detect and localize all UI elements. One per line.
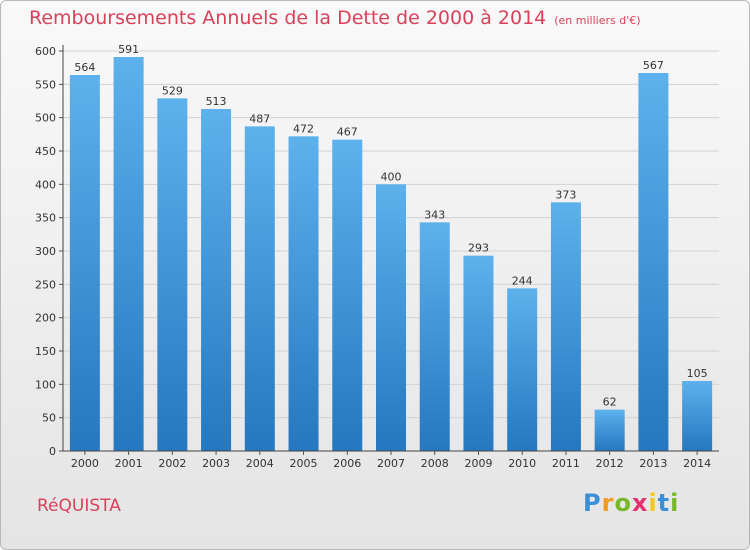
bar-value-label: 591 xyxy=(118,43,139,56)
bar-value-label: 487 xyxy=(249,112,270,125)
y-tick-label: 50 xyxy=(42,412,56,425)
y-tick-label: 400 xyxy=(35,178,56,191)
x-tick-label: 2008 xyxy=(421,457,449,470)
bar-value-label: 244 xyxy=(512,274,533,287)
x-tick-label: 2000 xyxy=(71,457,99,470)
chart-title-block: Remboursements Annuels de la Dette de 20… xyxy=(29,7,641,29)
bar-2007[interactable] xyxy=(376,184,406,452)
y-tick-label: 450 xyxy=(35,145,56,158)
bar-2008[interactable] xyxy=(419,222,450,451)
x-tick-label: 2004 xyxy=(246,457,274,470)
y-tick-label: 150 xyxy=(35,345,56,358)
x-tick-label: 2009 xyxy=(464,457,492,470)
logo-letter: i xyxy=(670,489,680,517)
bar-value-label: 529 xyxy=(162,84,183,97)
bar-value-label: 343 xyxy=(424,208,445,221)
bar-2009[interactable] xyxy=(463,255,494,451)
bar-value-label: 293 xyxy=(468,242,489,255)
bar-2002[interactable] xyxy=(157,98,188,451)
y-tick-label: 200 xyxy=(35,312,56,325)
bar-2004[interactable] xyxy=(244,126,275,451)
x-tick-label: 2011 xyxy=(552,457,580,470)
bar-2012[interactable] xyxy=(594,409,625,451)
y-tick-label: 500 xyxy=(35,112,56,125)
x-tick-label: 2013 xyxy=(639,457,667,470)
bar-2000[interactable] xyxy=(69,75,100,451)
x-tick-label: 2005 xyxy=(290,457,318,470)
y-tick-label: 100 xyxy=(35,378,56,391)
bar-value-label: 513 xyxy=(206,95,227,108)
logo-letter: t xyxy=(657,489,671,517)
bar-value-label: 400 xyxy=(381,170,402,183)
town-name: RéQUISTA xyxy=(37,496,121,516)
bar-value-label: 105 xyxy=(687,367,708,380)
bar-2013[interactable] xyxy=(638,73,669,451)
y-tick-label: 550 xyxy=(35,78,56,91)
y-tick-label: 0 xyxy=(49,445,56,458)
x-tick-label: 2012 xyxy=(596,457,624,470)
bar-value-label: 564 xyxy=(74,61,95,74)
bar-2006[interactable] xyxy=(332,139,363,451)
logo-letter: i xyxy=(648,489,658,517)
bar-2011[interactable] xyxy=(550,202,581,451)
logo-letter: x xyxy=(631,489,649,517)
bar-2010[interactable] xyxy=(507,288,538,451)
x-tick-label: 2006 xyxy=(333,457,361,470)
bar-value-label: 567 xyxy=(643,59,664,72)
y-tick-label: 250 xyxy=(35,278,56,291)
x-tick-label: 2001 xyxy=(115,457,143,470)
x-tick-label: 2007 xyxy=(377,457,405,470)
logo-letter: P xyxy=(583,489,602,517)
chart-title: Remboursements Annuels de la Dette de 20… xyxy=(29,7,547,29)
proxiti-logo[interactable]: Proxiti xyxy=(583,489,679,517)
x-tick-label: 2014 xyxy=(683,457,711,470)
logo-letter: r xyxy=(601,489,615,517)
logo-letter: o xyxy=(614,489,632,517)
bar-value-label: 62 xyxy=(603,396,617,409)
x-tick-label: 2002 xyxy=(158,457,186,470)
bar-2003[interactable] xyxy=(201,109,232,451)
bar-value-label: 467 xyxy=(337,126,358,139)
bar-2014[interactable] xyxy=(682,381,713,451)
bar-2005[interactable] xyxy=(288,136,319,452)
y-tick-label: 600 xyxy=(35,45,56,58)
chart-subtitle: (en milliers d'€) xyxy=(554,14,641,27)
x-tick-label: 2003 xyxy=(202,457,230,470)
y-tick-label: 300 xyxy=(35,245,56,258)
bar-value-label: 472 xyxy=(293,122,314,135)
bar-value-label: 373 xyxy=(555,188,576,201)
y-tick-label: 350 xyxy=(35,212,56,225)
bar-2001[interactable] xyxy=(113,57,144,451)
x-tick-label: 2010 xyxy=(508,457,536,470)
